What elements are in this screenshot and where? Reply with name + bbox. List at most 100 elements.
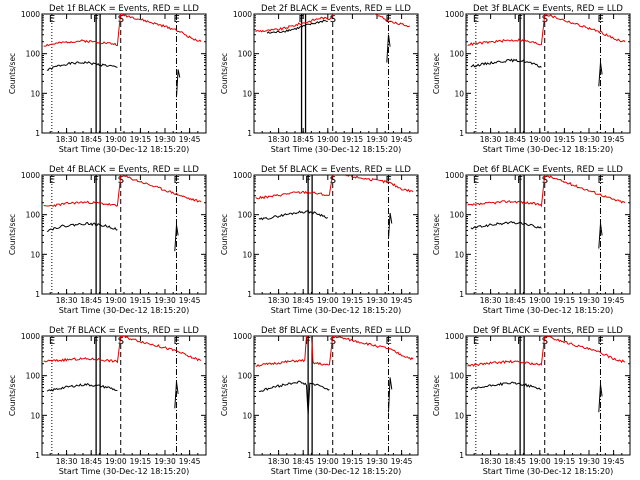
chart-panel: 1 10 100 1000 18:30 18:45 19:00 19:15 19:30 19:45… xyxy=(432,165,631,315)
series-lld-line xyxy=(467,14,626,46)
x-tick-label: 19:00 xyxy=(529,296,551,305)
y-tick-label: 1 xyxy=(247,451,252,460)
marker-label: F xyxy=(305,336,311,347)
x-tick-label: 19:30 xyxy=(154,457,176,466)
marker-label: F xyxy=(93,14,99,25)
series-events-line xyxy=(598,62,603,87)
chart-panel: 1 10 100 1000 18:30 18:45 19:00 19:15 19:30 19:45… xyxy=(432,326,631,476)
x-tick-label: 19:00 xyxy=(317,135,339,144)
y-axis-label: Counts/sec xyxy=(432,214,441,255)
x-tick-label: 18:30 xyxy=(268,296,290,305)
x-axis-label: Start Time (30-Dec-12 18:15:20) xyxy=(271,145,402,154)
x-tick-label: 19:00 xyxy=(105,135,127,144)
series-lld-line xyxy=(43,175,202,208)
chart-panel: 1 10 100 1000 18:30 18:45 19:00 19:15 19:30 19:45… xyxy=(220,326,419,476)
chart-panel: 1 10 100 1000 18:30 18:45 19:00 19:15 19:30 19:45… xyxy=(8,165,207,315)
plot-frame xyxy=(465,335,631,456)
y-tick-label: 1 xyxy=(35,129,40,138)
y-tick-label: 1000 xyxy=(21,10,40,19)
x-tick-label: 19:30 xyxy=(578,135,600,144)
y-tick-label: 1000 xyxy=(233,10,252,19)
y-tick-label: 10 xyxy=(454,411,464,420)
x-tick-label: 19:30 xyxy=(366,135,388,144)
y-tick-label: 10 xyxy=(30,250,40,259)
y-tick-label: 10 xyxy=(30,411,40,420)
x-tick-label: 19:15 xyxy=(130,457,152,466)
x-tick-label: 19:00 xyxy=(529,457,551,466)
series-events-line xyxy=(176,69,181,98)
x-tick-label: 19:00 xyxy=(105,457,127,466)
chart-panel: 1 10 100 1000 18:30 18:45 19:00 19:15 19:30 19:45… xyxy=(8,326,207,476)
x-tick-label: 19:45 xyxy=(391,296,413,305)
x-tick-label: 18:45 xyxy=(504,457,526,466)
series-lld-line xyxy=(467,336,626,367)
series-lld-line xyxy=(255,14,411,33)
marker-label: E xyxy=(49,14,55,25)
chart-panel: 1 10 100 1000 18:30 18:45 19:00 19:15 19:30 19:45… xyxy=(8,4,207,154)
marker-label: F xyxy=(93,175,99,186)
x-tick-label: 19:15 xyxy=(554,135,576,144)
marker-label: S xyxy=(118,336,124,347)
x-tick-label: 19:30 xyxy=(154,296,176,305)
series-events-line xyxy=(174,224,179,252)
x-tick-label: 19:45 xyxy=(179,135,201,144)
marker-label: S xyxy=(118,175,124,186)
chart-panel: 1 10 100 1000 18:30 18:45 19:00 19:15 19:30 19:45… xyxy=(220,4,419,154)
x-tick-label: 19:45 xyxy=(391,457,413,466)
x-axis-label: Start Time (30-Dec-12 18:15:20) xyxy=(59,467,190,476)
series-lld-line xyxy=(255,175,414,200)
x-tick-label: 18:45 xyxy=(292,135,314,144)
series-events-line xyxy=(46,383,118,392)
series-events-line xyxy=(470,58,542,68)
x-tick-label: 19:15 xyxy=(342,296,364,305)
x-tick-label: 18:45 xyxy=(292,457,314,466)
chart-panel: 1 10 100 1000 18:30 18:45 19:00 19:15 19:30 19:45… xyxy=(432,4,631,154)
x-tick-label: 19:15 xyxy=(554,457,576,466)
x-tick-label: 19:30 xyxy=(366,296,388,305)
marker-label: E xyxy=(49,336,55,347)
x-tick-label: 18:30 xyxy=(56,135,78,144)
chart-title: Det 4f BLACK = Events, RED = LLD xyxy=(49,165,199,175)
x-tick-label: 19:30 xyxy=(578,457,600,466)
chart-title: Det 6f BLACK = Events, RED = LLD xyxy=(473,165,623,175)
marker-label: E xyxy=(473,336,479,347)
x-tick-label: 18:45 xyxy=(80,457,102,466)
x-tick-label: 19:45 xyxy=(603,457,625,466)
chart-title: Det 5f BLACK = Events, RED = LLD xyxy=(261,165,411,175)
x-tick-label: 18:30 xyxy=(56,296,78,305)
y-tick-label: 10 xyxy=(242,89,252,98)
y-tick-label: 1000 xyxy=(445,171,464,180)
marker-label: F xyxy=(299,14,305,25)
chart-title: Det 3f BLACK = Events, RED = LLD xyxy=(473,4,623,14)
marker-label: S xyxy=(330,175,336,186)
x-axis-label: Start Time (30-Dec-12 18:15:20) xyxy=(483,145,614,154)
y-tick-label: 1 xyxy=(247,290,252,299)
y-tick-label: 100 xyxy=(450,50,465,59)
x-tick-label: 19:45 xyxy=(603,135,625,144)
y-axis-label: Counts/sec xyxy=(432,375,441,416)
x-tick-label: 19:30 xyxy=(154,135,176,144)
y-tick-label: 1 xyxy=(459,129,464,138)
marker-label: E xyxy=(173,175,179,186)
y-tick-label: 10 xyxy=(30,89,40,98)
series-events-line xyxy=(266,19,328,34)
marker-label: F xyxy=(517,14,523,25)
chart-title: Det 2f BLACK = Events, RED = LLD xyxy=(261,4,411,14)
series-events-line xyxy=(598,384,603,413)
y-tick-label: 10 xyxy=(242,411,252,420)
marker-label: E xyxy=(597,336,603,347)
x-tick-label: 18:30 xyxy=(480,296,502,305)
marker-label: E xyxy=(385,175,391,186)
y-tick-label: 1000 xyxy=(233,332,252,341)
y-tick-label: 10 xyxy=(242,250,252,259)
x-tick-label: 19:00 xyxy=(105,296,127,305)
y-tick-label: 100 xyxy=(26,372,41,381)
plot-frame xyxy=(253,174,419,295)
x-tick-label: 19:00 xyxy=(529,135,551,144)
marker-label: E xyxy=(173,14,179,25)
y-tick-label: 100 xyxy=(450,211,465,220)
x-tick-label: 18:30 xyxy=(268,135,290,144)
y-tick-label: 100 xyxy=(238,211,253,220)
marker-label: S xyxy=(542,175,548,186)
series-events-line xyxy=(46,222,118,232)
